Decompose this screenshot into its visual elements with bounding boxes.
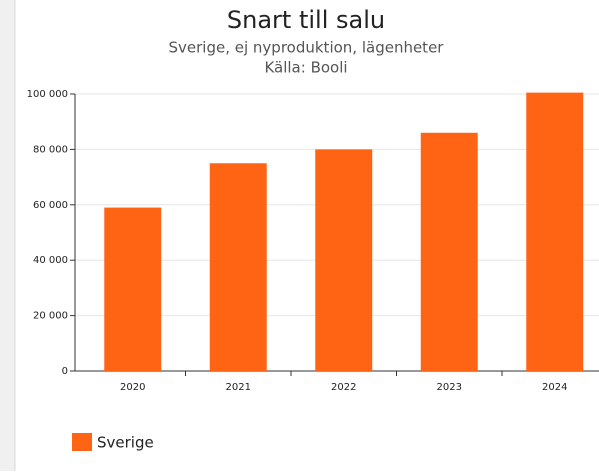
bar: [526, 92, 584, 372]
y-tick-label: 20 000: [33, 311, 68, 322]
bar: [209, 163, 267, 371]
y-tick-label: 0: [62, 366, 68, 377]
card-shadow: [0, 0, 15, 471]
y-tick-label: 60 000: [33, 200, 68, 211]
x-tick-label: 2020: [120, 382, 145, 393]
y-tick-label: 80 000: [33, 144, 68, 155]
legend-swatch: [72, 433, 92, 451]
chart-subtitle: Sverige, ej nyproduktion, lägenheter: [169, 39, 445, 57]
chart-source: Källa: Booli: [264, 59, 347, 77]
x-tick-label: 2021: [226, 382, 251, 393]
legend-label: Sverige: [97, 434, 154, 452]
x-tick-label: 2024: [542, 382, 567, 393]
bar: [420, 132, 478, 371]
x-tick-label: 2023: [437, 382, 462, 393]
y-tick-label: 40 000: [33, 255, 68, 266]
y-tick-label: 100 000: [27, 89, 68, 100]
x-tick-label: 2022: [331, 382, 356, 393]
bar: [315, 149, 373, 371]
chart-title: Snart till salu: [227, 6, 385, 34]
bar: [104, 207, 162, 371]
